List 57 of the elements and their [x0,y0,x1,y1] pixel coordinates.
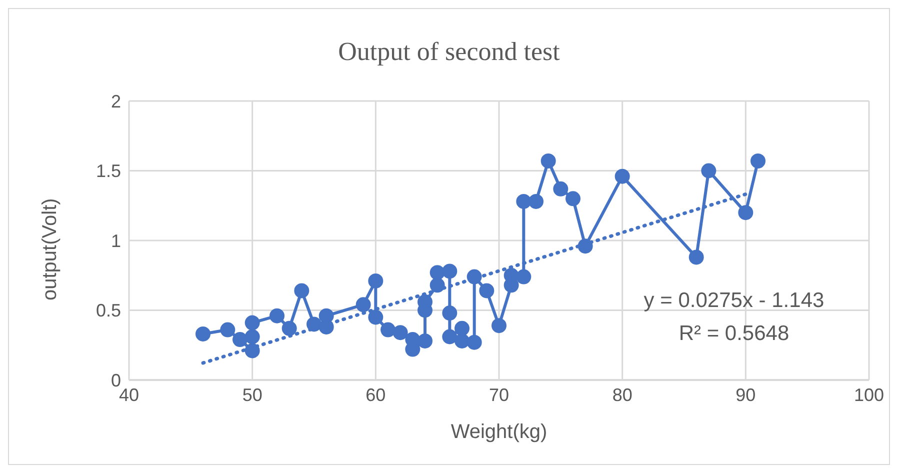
point [244,343,260,358]
point [368,310,384,325]
point [566,191,580,206]
x-tick-label: 80 [612,384,632,405]
point [220,322,236,338]
point [553,181,568,196]
point [540,153,556,168]
point [454,333,470,348]
point [442,306,458,321]
point [430,265,445,280]
point [701,163,716,178]
point [318,308,334,324]
point [232,332,248,348]
point [306,316,322,332]
x-tick-label: 90 [736,384,756,405]
y-tick-label: 2 [110,91,121,112]
point [479,283,494,298]
x-tick-label: 70 [488,384,510,405]
y-tick-label: 0 [110,370,121,390]
point [356,297,371,312]
point [244,329,260,344]
point [466,269,482,284]
point [750,153,766,168]
x-axis-title: Weight(kg) [450,421,548,443]
y-axis-title: output(Volt) [39,198,62,300]
annotation: R² = 0.5648 [678,322,790,346]
point [492,318,506,334]
point [418,333,432,348]
x-tick-label: 100 [854,384,884,405]
point [516,269,532,284]
x-tick-label: 60 [366,384,386,405]
point [282,320,297,336]
annotation: y = 0.0275x - 1.143 [642,289,826,313]
point [466,334,482,350]
point [578,238,593,254]
chart-title: Output of second test [337,37,561,67]
y-tick-label: 1.5 [96,161,121,182]
y-tick-label: 0.5 [96,300,121,321]
point [380,322,396,338]
point [244,315,260,330]
x-tick-label: 40 [118,384,140,405]
point [516,194,532,209]
point [294,283,310,298]
point [442,329,458,344]
point [688,250,704,265]
point [442,264,458,279]
point [270,308,284,324]
point [614,168,630,184]
point [528,194,544,209]
y-tick-label: 1 [110,230,121,251]
point [392,325,408,340]
x-tick-label: 50 [242,384,262,405]
point [454,320,470,336]
point [738,205,754,220]
point [368,273,384,288]
point [196,326,210,342]
point [430,278,445,293]
